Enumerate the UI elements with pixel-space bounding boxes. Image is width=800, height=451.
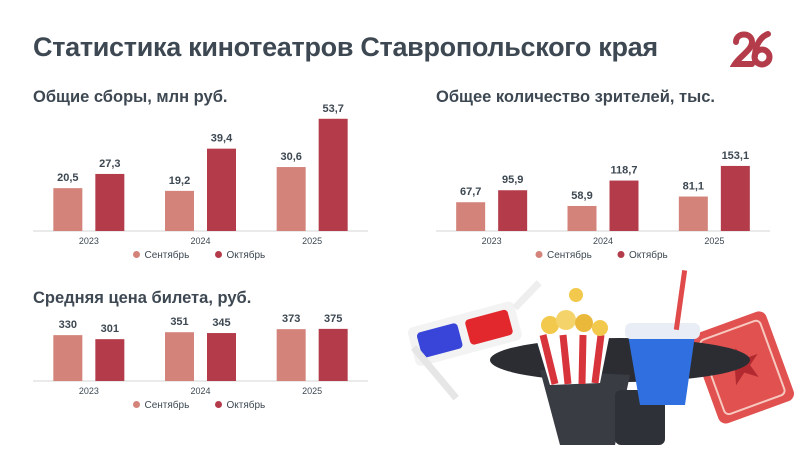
revenue-bar-2024-oct xyxy=(207,148,236,231)
ticket-price-legend-label: Октябрь xyxy=(227,399,266,411)
revenue-data-label: 30,6 xyxy=(280,151,301,163)
logo-26-icon xyxy=(730,31,773,68)
viewers-bar-2023-oct xyxy=(498,190,528,231)
chart-title-viewers: Общее количество зрителей, тыс. xyxy=(436,88,715,106)
ticket-price-data-label: 373 xyxy=(282,313,300,325)
viewers-data-label: 118,7 xyxy=(611,165,638,177)
revenue-data-label: 27,3 xyxy=(99,158,120,170)
viewers-data-label: 153,1 xyxy=(722,150,750,162)
ticket-price-data-label: 301 xyxy=(101,323,119,335)
ticket-price-data-label: 375 xyxy=(324,313,342,325)
revenue-legend-label: Сентябрь xyxy=(145,249,190,261)
viewers-data-label: 58,9 xyxy=(571,190,592,202)
viewers-bar-2023-sep xyxy=(456,202,486,231)
ticket-price-data-label: 330 xyxy=(59,319,77,331)
ticket-price-tick-label: 2025 xyxy=(302,386,322,396)
viewers-legend-marker-1 xyxy=(617,251,625,258)
ticket-price-bar-2024-oct xyxy=(207,333,236,381)
revenue-data-label: 20,5 xyxy=(57,172,78,184)
revenue-bar-2024-sep xyxy=(165,190,194,231)
revenue-legend-marker-0 xyxy=(133,251,140,258)
ticket-price-data-label: 351 xyxy=(170,316,188,328)
viewers-legend-label: Октябрь xyxy=(629,249,668,261)
ticket-price-tick-label: 2023 xyxy=(79,386,99,396)
revenue-data-label: 39,4 xyxy=(211,133,233,145)
viewers-tick-label: 2024 xyxy=(593,236,613,246)
viewers-data-label: 81,1 xyxy=(683,181,704,193)
viewers-bar-2025-sep xyxy=(678,196,708,231)
ticket-price-bar-2025-sep xyxy=(276,329,306,381)
revenue-bar-2025-sep xyxy=(276,167,306,231)
viewers-bar-2025-oct xyxy=(720,165,750,231)
viewers-legend-label: Сентябрь xyxy=(547,249,592,261)
cinema-illustration-icon xyxy=(407,270,794,445)
ticket-price-data-label: 345 xyxy=(212,317,230,329)
revenue-bar-2023-oct xyxy=(95,173,125,231)
ticket-price-legend-marker-0 xyxy=(133,401,140,408)
viewers-bar-2024-sep xyxy=(567,205,597,231)
viewers-tick-label: 2023 xyxy=(482,236,502,246)
ticket-price-tick-label: 2024 xyxy=(190,386,210,396)
revenue-bar-2023-sep xyxy=(53,188,83,231)
viewers-tick-label: 2025 xyxy=(704,236,724,246)
page-title: Статистика кинотеатров Ставропольского к… xyxy=(33,32,658,62)
ticket-price-bar-2023-oct xyxy=(95,339,125,381)
revenue-data-label: 53,7 xyxy=(322,103,343,115)
revenue-legend-marker-1 xyxy=(215,251,222,258)
chart-title-revenue: Общие сборы, млн руб. xyxy=(33,88,228,106)
viewers-data-label: 95,9 xyxy=(502,174,523,186)
revenue-bar-2025-oct xyxy=(318,118,348,231)
ticket-price-bar-2023-sep xyxy=(53,335,83,381)
ticket-price-legend-marker-1 xyxy=(215,401,222,408)
viewers-data-label: 67,7 xyxy=(460,186,481,198)
ticket-price-bar-2024-sep xyxy=(165,332,194,381)
ticket-price-legend-label: Сентябрь xyxy=(145,399,190,411)
revenue-data-label: 19,2 xyxy=(169,175,190,187)
revenue-tick-label: 2024 xyxy=(190,236,210,246)
chart-title-ticket-price: Средняя цена билета, руб. xyxy=(33,289,252,307)
revenue-tick-label: 2023 xyxy=(79,236,99,246)
revenue-tick-label: 2025 xyxy=(302,236,322,246)
viewers-legend-marker-0 xyxy=(535,251,543,258)
viewers-bar-2024-oct xyxy=(609,180,639,231)
ticket-price-bar-2025-oct xyxy=(318,328,348,381)
revenue-legend-label: Октябрь xyxy=(227,249,266,261)
